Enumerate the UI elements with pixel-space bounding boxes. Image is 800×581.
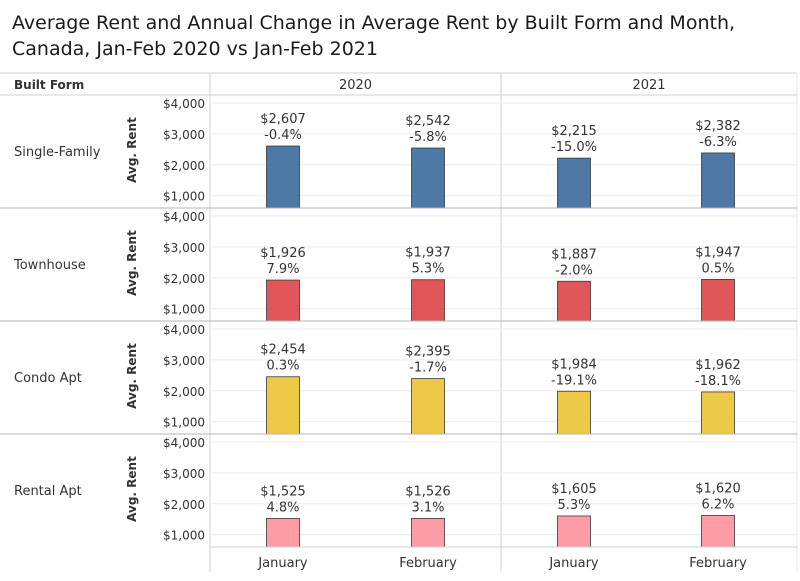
x-tick-label-2: January bbox=[548, 556, 599, 571]
value-label-condo-apt-2: $1,984 bbox=[551, 357, 597, 372]
row-header: Built Form bbox=[14, 78, 84, 92]
y-tick-label-rental-apt-1000: $1,000 bbox=[163, 529, 205, 543]
row-label-rental-apt: Rental Apt bbox=[14, 484, 82, 499]
change-label-condo-apt-3: -18.1% bbox=[695, 374, 741, 389]
bar-single-family-0 bbox=[266, 145, 300, 209]
bar-condo-apt-1 bbox=[411, 378, 445, 435]
y-axis-title-single-family: Avg. Rent bbox=[125, 117, 139, 183]
change-label-condo-apt-0: 0.3% bbox=[266, 359, 299, 374]
value-label-rental-apt-1: $1,526 bbox=[405, 484, 451, 499]
y-axis-title-condo-apt: Avg. Rent bbox=[125, 343, 139, 409]
value-label-condo-apt-1: $2,395 bbox=[405, 345, 451, 360]
y-tick-label-condo-apt-3000: $3,000 bbox=[163, 354, 205, 368]
change-label-rental-apt-1: 3.1% bbox=[411, 500, 444, 515]
change-label-rental-apt-3: 6.2% bbox=[701, 498, 734, 513]
y-tick-label-rental-apt-4000: $4,000 bbox=[163, 436, 205, 450]
value-label-townhouse-3: $1,947 bbox=[695, 245, 741, 260]
value-label-single-family-3: $2,382 bbox=[695, 119, 741, 134]
value-label-single-family-1: $2,542 bbox=[405, 114, 451, 129]
bar-townhouse-2 bbox=[557, 280, 591, 322]
bar-condo-apt-3 bbox=[701, 391, 735, 435]
change-label-townhouse-3: 0.5% bbox=[701, 261, 734, 276]
y-tick-label-condo-apt-1000: $1,000 bbox=[163, 416, 205, 430]
y-tick-label-townhouse-1000: $1,000 bbox=[163, 303, 205, 317]
chart-title: Average Rent and Annual Change in Averag… bbox=[12, 12, 736, 60]
bar-rental-apt-0 bbox=[266, 518, 300, 548]
value-label-rental-apt-2: $1,605 bbox=[551, 482, 597, 497]
bar-condo-apt-0 bbox=[266, 376, 300, 435]
change-label-single-family-3: -6.3% bbox=[699, 135, 737, 150]
bar-rental-apt-3 bbox=[701, 515, 735, 548]
change-label-single-family-1: -5.8% bbox=[409, 130, 447, 145]
value-label-rental-apt-0: $1,525 bbox=[260, 484, 306, 499]
bar-townhouse-3 bbox=[701, 279, 735, 322]
value-label-single-family-2: $2,215 bbox=[551, 124, 597, 139]
value-label-condo-apt-0: $2,454 bbox=[260, 343, 306, 358]
y-tick-label-townhouse-4000: $4,000 bbox=[163, 210, 205, 224]
change-label-condo-apt-2: -19.1% bbox=[551, 373, 597, 388]
value-label-townhouse-1: $1,937 bbox=[405, 246, 451, 261]
year-header-2021: 2021 bbox=[632, 78, 665, 93]
value-label-rental-apt-3: $1,620 bbox=[695, 482, 741, 497]
value-label-townhouse-0: $1,926 bbox=[260, 246, 306, 261]
y-tick-label-single-family-2000: $2,000 bbox=[163, 159, 205, 173]
y-axis-title-townhouse: Avg. Rent bbox=[125, 230, 139, 296]
row-label-townhouse: Townhouse bbox=[13, 258, 86, 273]
value-label-townhouse-2: $1,887 bbox=[551, 247, 597, 262]
bar-condo-apt-2 bbox=[557, 390, 591, 435]
y-tick-label-single-family-1000: $1,000 bbox=[163, 190, 205, 204]
y-tick-label-single-family-4000: $4,000 bbox=[163, 97, 205, 111]
change-label-single-family-0: -0.4% bbox=[264, 128, 302, 143]
bar-townhouse-0 bbox=[266, 279, 300, 322]
row-label-single-family: Single-Family bbox=[14, 145, 101, 160]
change-label-rental-apt-2: 5.3% bbox=[557, 498, 590, 513]
change-label-townhouse-2: -2.0% bbox=[555, 263, 593, 278]
change-label-single-family-2: -15.0% bbox=[551, 140, 597, 155]
row-label-condo-apt: Condo Apt bbox=[14, 371, 82, 386]
y-tick-label-rental-apt-2000: $2,000 bbox=[163, 498, 205, 512]
y-tick-label-townhouse-2000: $2,000 bbox=[163, 272, 205, 286]
bar-rental-apt-2 bbox=[557, 515, 591, 548]
y-tick-label-rental-apt-3000: $3,000 bbox=[163, 467, 205, 481]
x-tick-label-3: February bbox=[689, 556, 747, 571]
bar-single-family-3 bbox=[701, 152, 735, 209]
change-label-condo-apt-1: -1.7% bbox=[409, 361, 447, 376]
value-label-single-family-0: $2,607 bbox=[260, 112, 306, 127]
year-header-2020: 2020 bbox=[339, 78, 372, 93]
bar-single-family-1 bbox=[411, 147, 445, 209]
bar-townhouse-1 bbox=[411, 279, 445, 322]
y-tick-label-condo-apt-2000: $2,000 bbox=[163, 385, 205, 399]
change-label-townhouse-0: 7.9% bbox=[266, 262, 299, 277]
y-tick-label-condo-apt-4000: $4,000 bbox=[163, 323, 205, 337]
change-label-townhouse-1: 5.3% bbox=[411, 262, 444, 277]
x-tick-label-0: January bbox=[257, 556, 308, 571]
y-tick-label-townhouse-3000: $3,000 bbox=[163, 241, 205, 255]
bar-single-family-2 bbox=[557, 157, 591, 209]
y-tick-label-single-family-3000: $3,000 bbox=[163, 128, 205, 142]
bar-rental-apt-1 bbox=[411, 518, 445, 548]
x-tick-label-1: February bbox=[399, 556, 457, 571]
change-label-rental-apt-0: 4.8% bbox=[266, 500, 299, 515]
value-label-condo-apt-3: $1,962 bbox=[695, 358, 741, 373]
y-axis-title-rental-apt: Avg. Rent bbox=[125, 456, 139, 522]
